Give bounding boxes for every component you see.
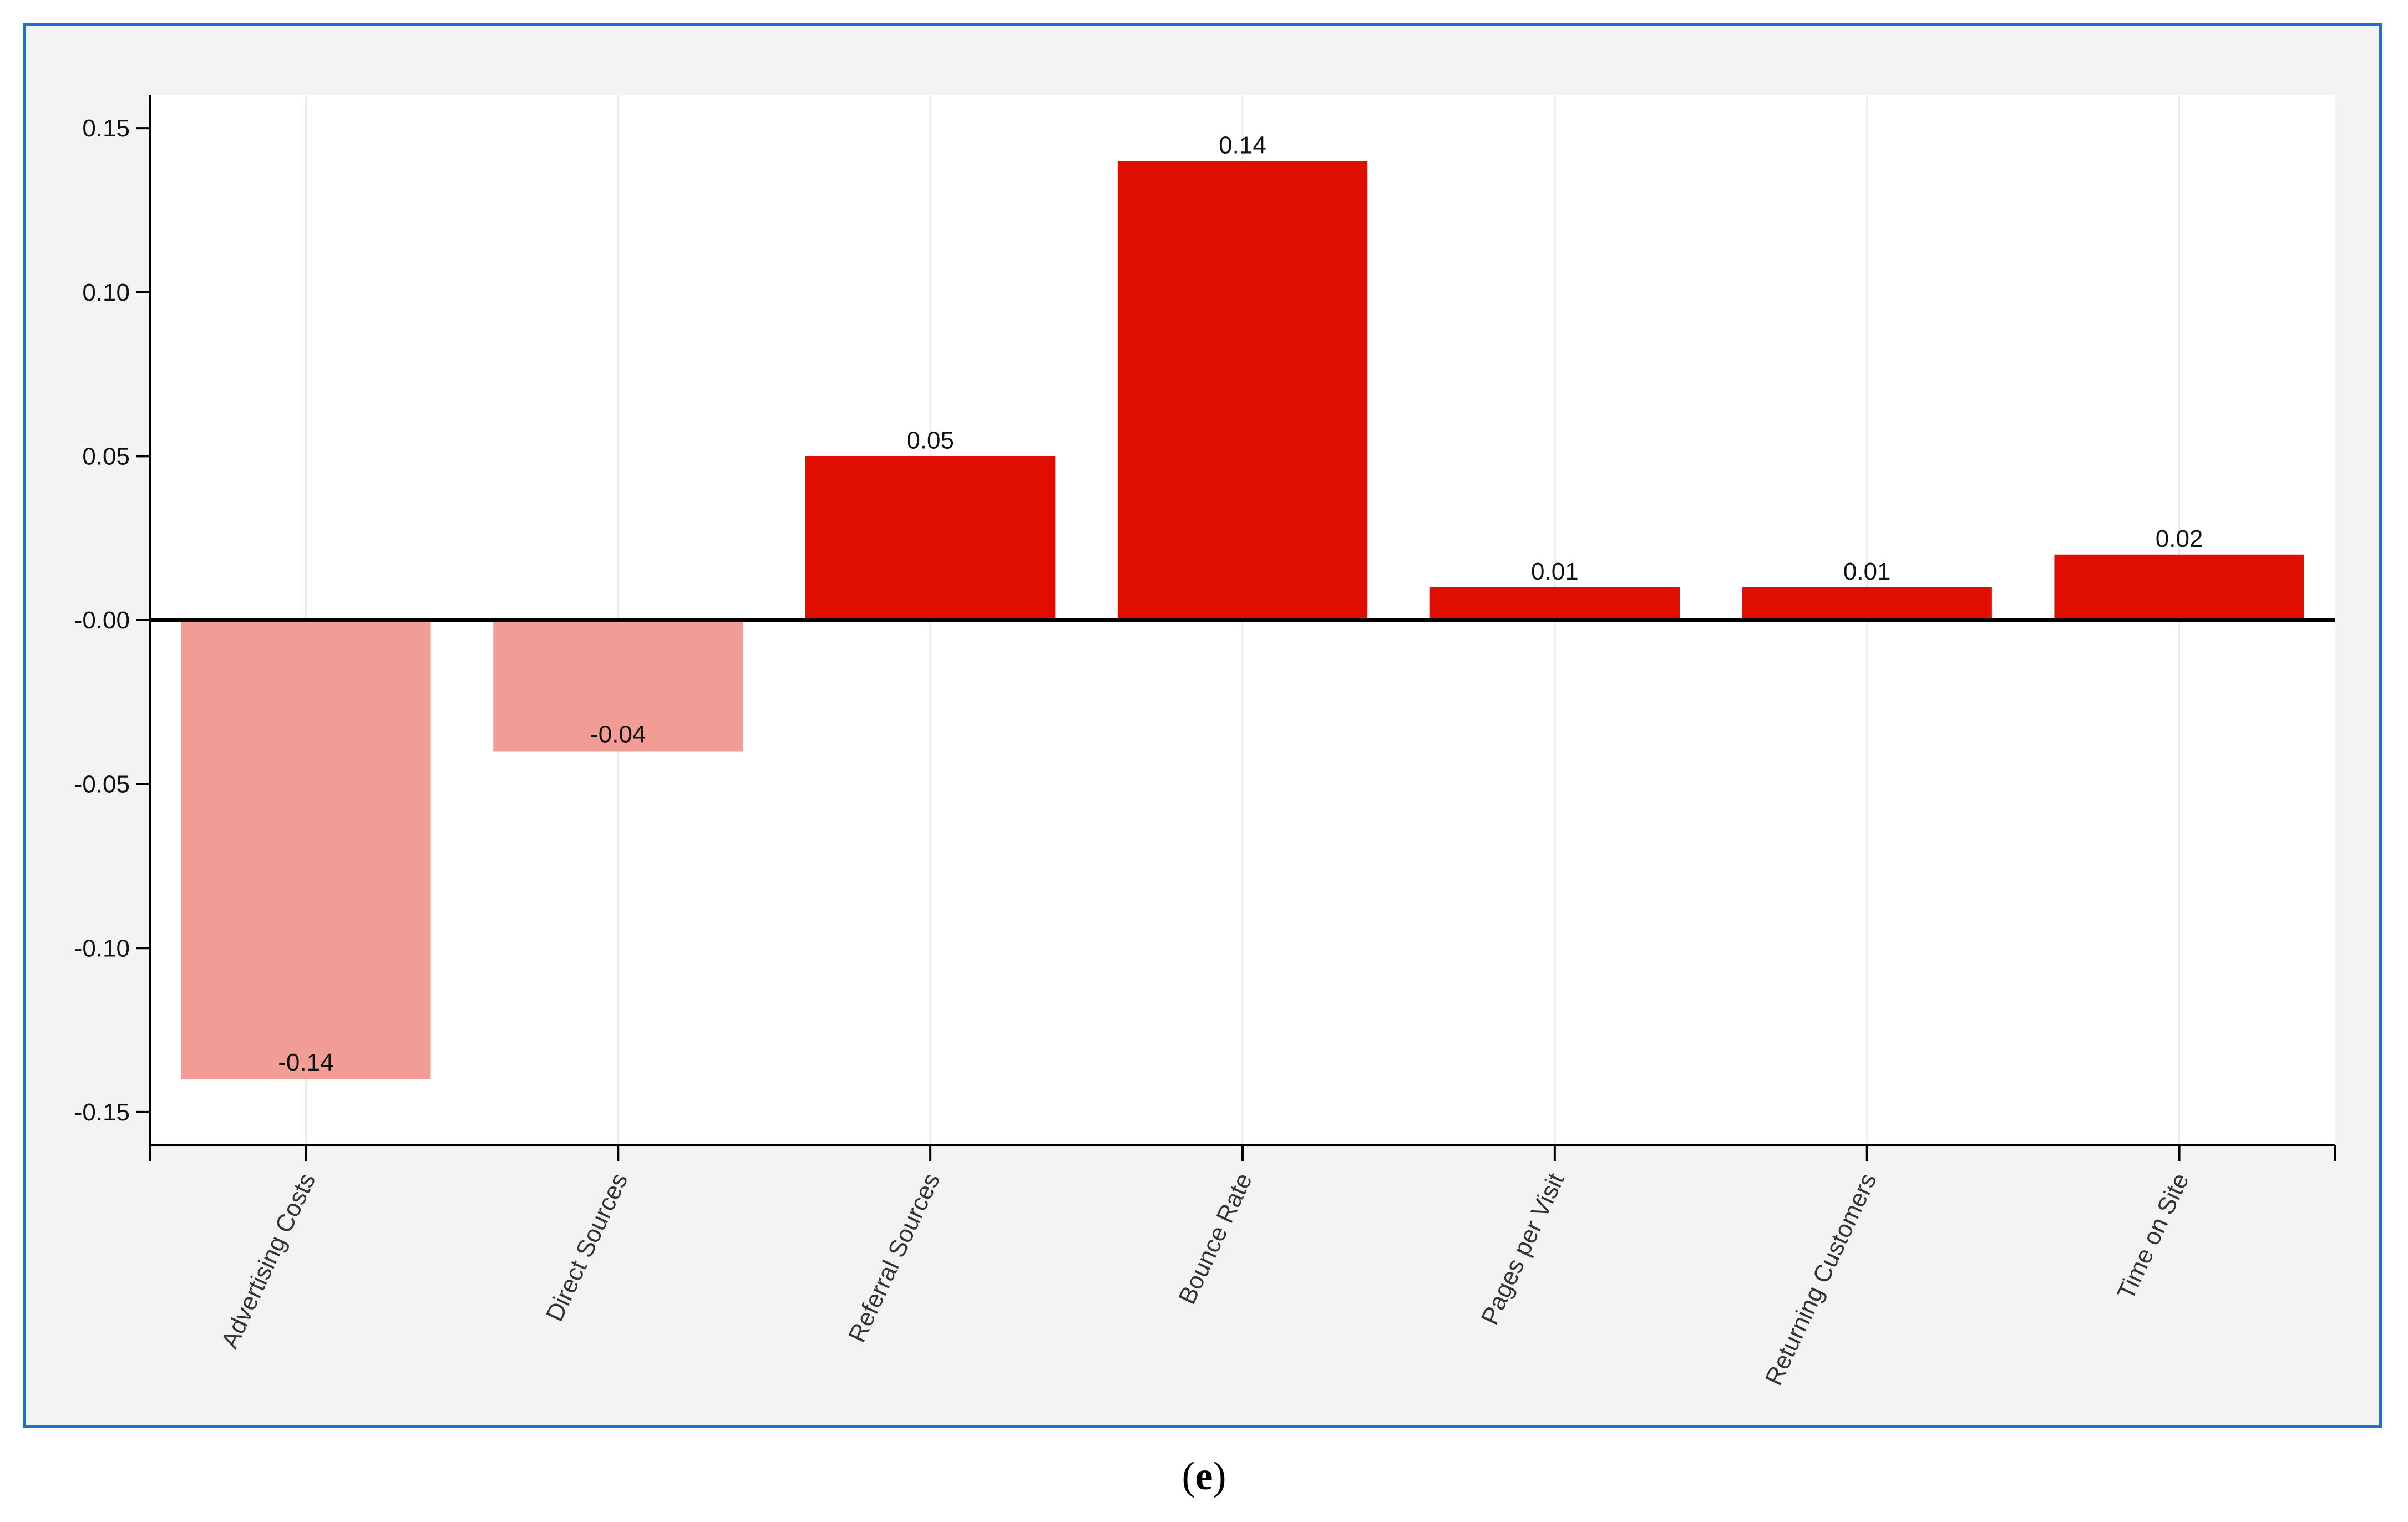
y-tick-label: 0.05 xyxy=(82,443,130,470)
bar xyxy=(181,620,431,1079)
y-tick-label: -0.15 xyxy=(74,1099,130,1126)
bar xyxy=(805,456,1056,620)
caption-close: ) xyxy=(1213,1454,1226,1498)
caption-open: ( xyxy=(1182,1454,1195,1498)
value-label: 0.02 xyxy=(2156,525,2203,552)
y-tick-label: 0.15 xyxy=(82,115,130,142)
bars xyxy=(181,161,2304,1079)
y-tick-label: -0.10 xyxy=(74,935,130,962)
y-tick-label: 0.10 xyxy=(82,279,130,306)
value-label: 0.14 xyxy=(1219,131,1266,159)
value-label: -0.14 xyxy=(278,1049,333,1076)
x-tick-label: Pages per Visit xyxy=(1476,1169,1570,1329)
x-tick-label: Bounce Rate xyxy=(1173,1169,1258,1308)
value-label: -0.04 xyxy=(590,721,646,748)
x-tick-label: Time on Site xyxy=(2112,1169,2194,1304)
x-tick-label: Advertising Costs xyxy=(216,1169,321,1353)
caption-letter: e xyxy=(1195,1454,1213,1498)
bar xyxy=(493,620,743,752)
y-tick-label: -0.00 xyxy=(74,607,130,634)
x-tick-label: Returning Customers xyxy=(1760,1169,1882,1389)
value-label: 0.05 xyxy=(906,427,954,454)
bar xyxy=(1429,587,1680,620)
value-label: 0.01 xyxy=(1843,558,1891,585)
bar xyxy=(1117,161,1368,620)
bar xyxy=(2054,554,2304,620)
figure-caption: (e) xyxy=(0,1453,2408,1499)
x-tick-label: Direct Sources xyxy=(541,1169,633,1326)
value-labels: -0.14 -0.04 0.05 0.14 0.01 0.01 0.02 xyxy=(278,131,2203,1076)
value-label: 0.01 xyxy=(1531,558,1579,585)
bar xyxy=(1742,587,1992,620)
x-tick-label: Referral Sources xyxy=(843,1169,945,1347)
y-tick-label: -0.05 xyxy=(74,771,130,798)
